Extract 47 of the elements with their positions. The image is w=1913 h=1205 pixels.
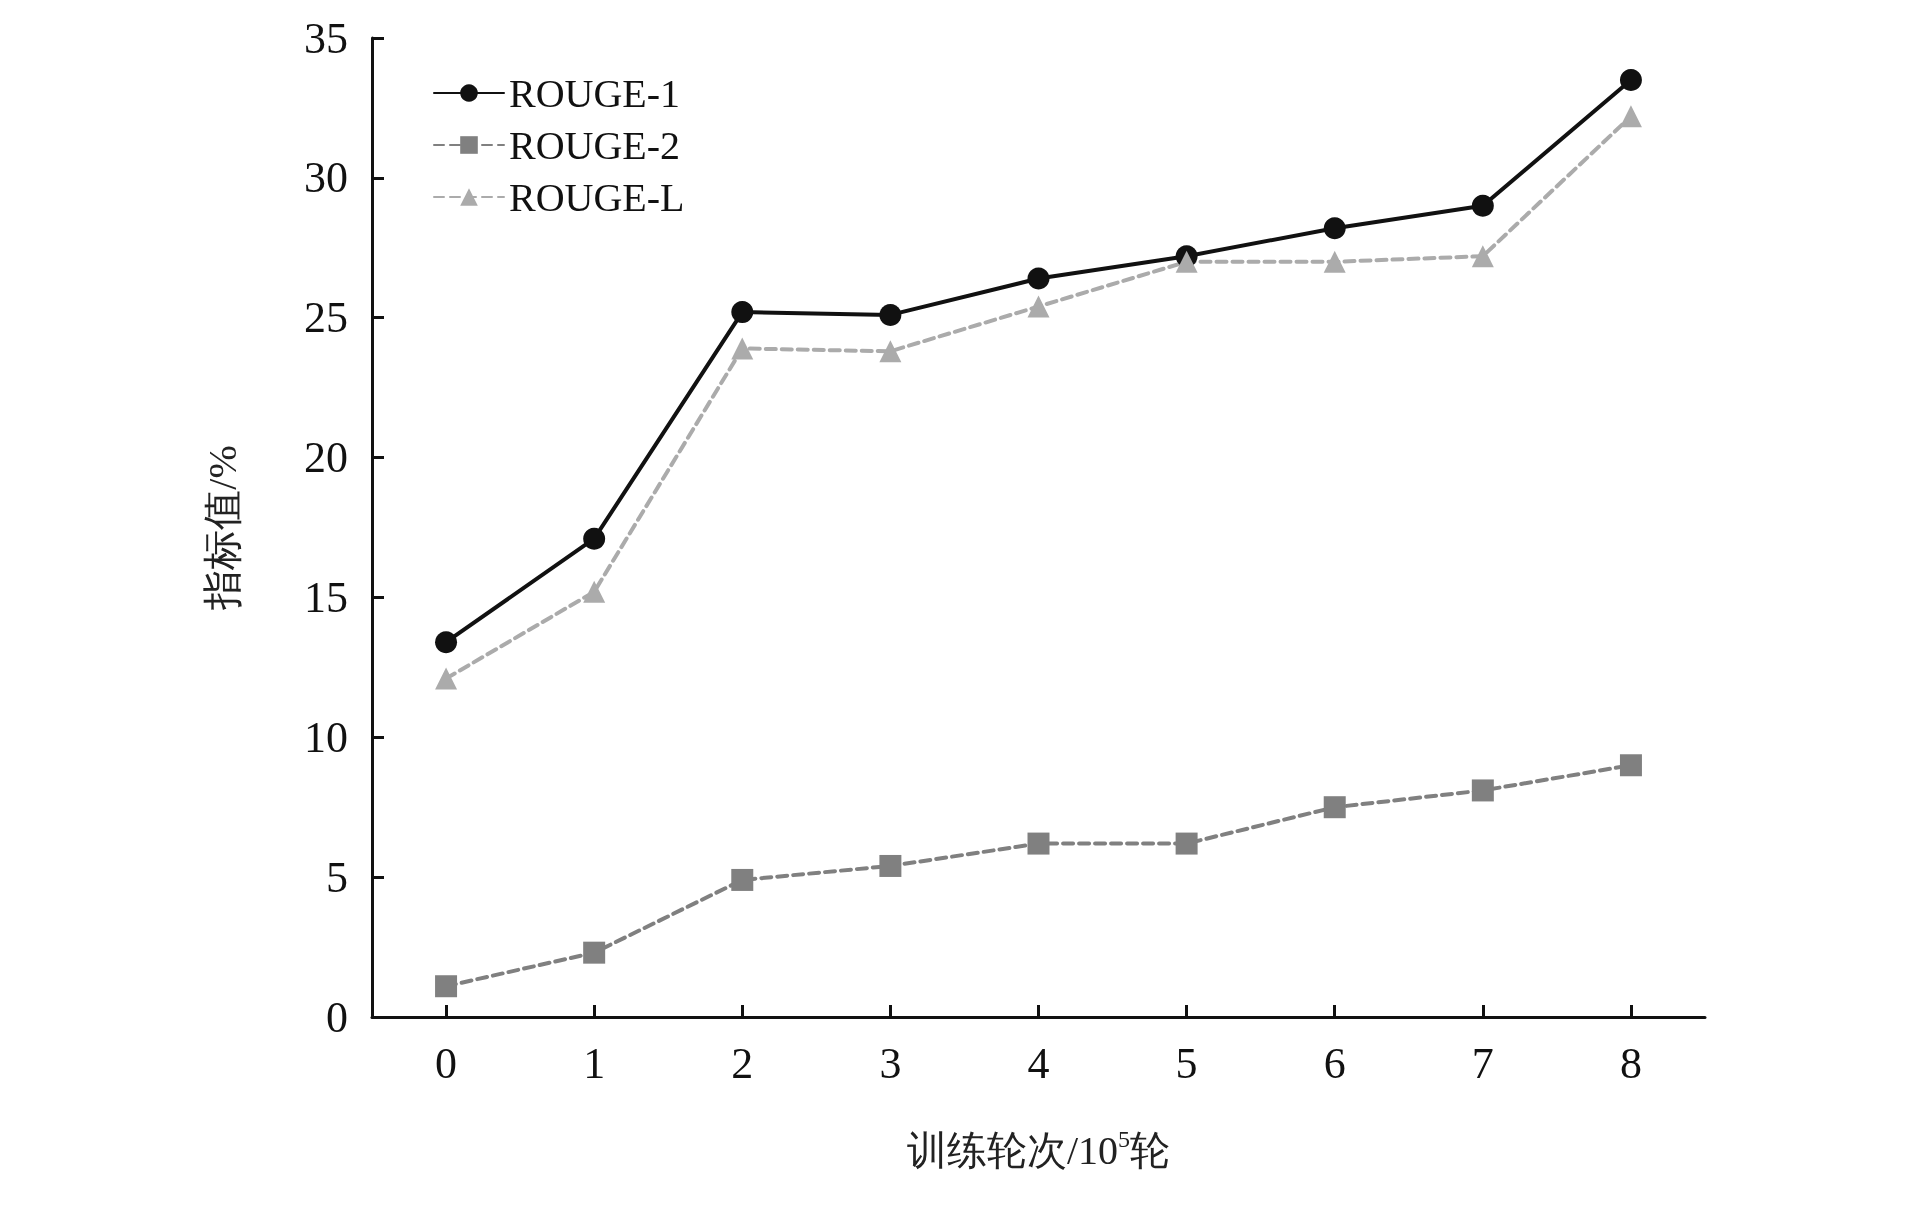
point [1027,295,1050,318]
x-tick-label: 3 [879,1038,902,1088]
y-tick-label: 5 [326,852,348,902]
legend-label: ROUGE-L [509,174,685,220]
y-tick-label: 10 [304,712,348,762]
x-tick-label: 1 [583,1038,606,1088]
y-tick-label: 20 [304,433,348,483]
y-tick-label: 35 [304,13,348,63]
x-tick-label: 7 [1471,1038,1494,1088]
point [1619,754,1642,777]
point [731,337,754,360]
point [1471,779,1494,802]
point [1323,796,1346,819]
x-tick-label: 8 [1619,1038,1642,1088]
point [583,527,606,550]
point [731,868,754,891]
legend-label: ROUGE-2 [509,122,681,168]
x-tick-label: 2 [731,1038,754,1088]
point [1323,250,1346,273]
point [583,941,606,964]
point [435,631,458,654]
point [435,975,458,998]
point [1175,250,1198,273]
y-tick-label: 30 [304,153,348,203]
point [879,340,902,363]
point [1619,68,1642,91]
point [1471,245,1494,268]
point [731,301,754,324]
y-tick-label: 0 [326,992,348,1042]
point [1027,267,1050,290]
point [1471,194,1494,217]
y-tick-label: 15 [304,572,348,622]
point [435,667,458,690]
point [583,580,606,603]
x-tick-label: 6 [1323,1038,1346,1088]
y-axis-title: 指标值/% [199,445,245,611]
point [1027,832,1050,855]
x-tick-label: 4 [1027,1038,1050,1088]
y-tick-label: 25 [304,293,348,343]
point [1175,832,1198,855]
point [1619,105,1642,128]
x-tick-label: 5 [1175,1038,1198,1088]
x-tick-label: 0 [435,1038,458,1088]
point [1323,217,1346,240]
point [879,303,902,326]
legend-label: ROUGE-1 [509,70,681,116]
point [879,854,902,877]
